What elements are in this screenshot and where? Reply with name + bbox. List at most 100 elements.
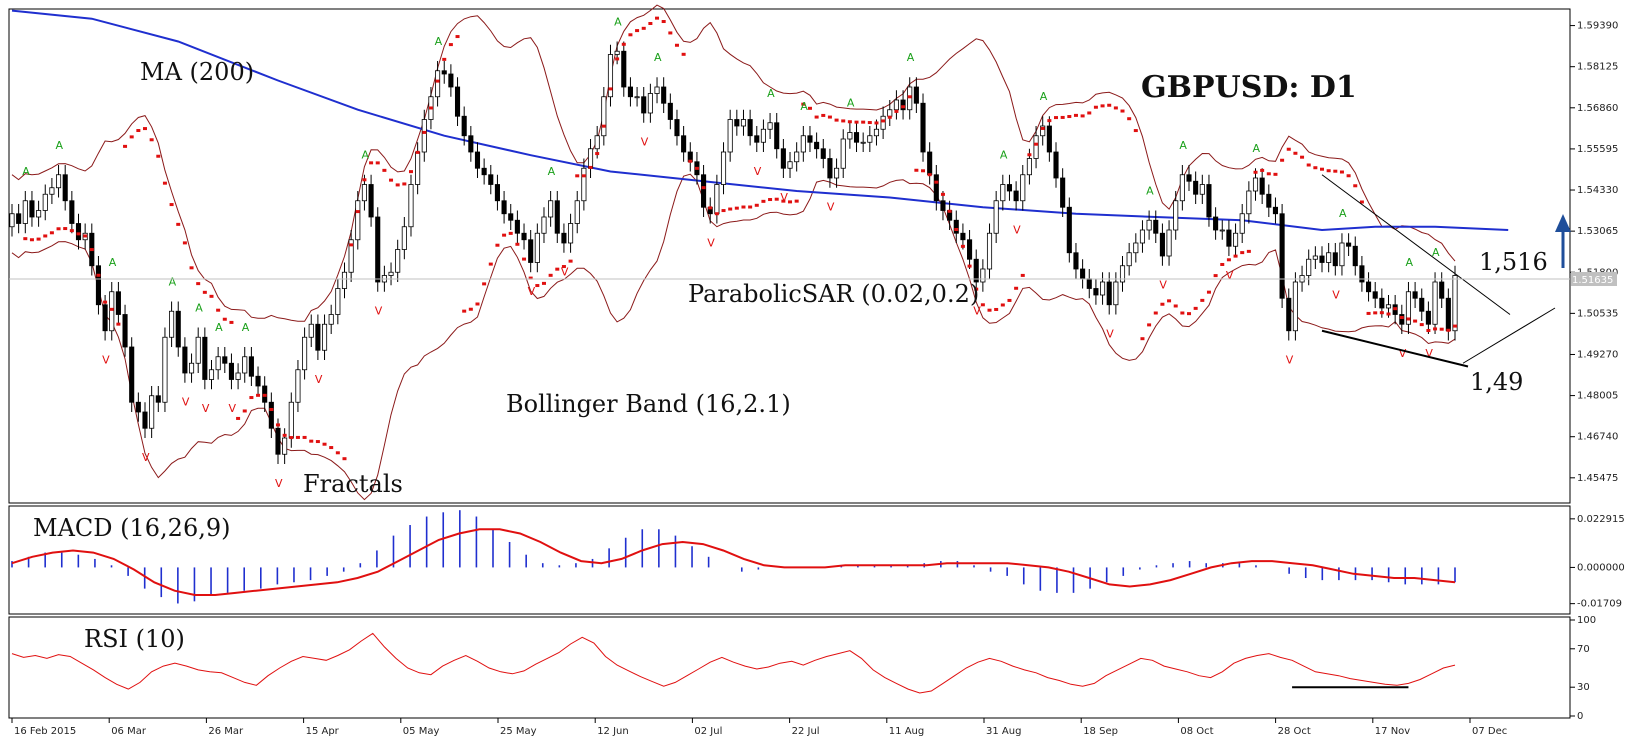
sar-dot (1060, 115, 1065, 119)
sar-dot (262, 393, 267, 397)
sar-dot (249, 396, 254, 400)
macd-tick-label: 0.022915 (1577, 514, 1625, 525)
sar-dot (568, 259, 573, 263)
sar-dot (741, 205, 746, 209)
candle-body (867, 135, 873, 143)
price-axis: 1.59390 1.58125 1.56860 1.55595 1.54330 1.530… (1570, 21, 1618, 484)
candle-body (754, 135, 760, 143)
candle-body (1439, 281, 1445, 299)
candle-body (248, 356, 254, 377)
sar-dot (728, 207, 733, 211)
candle-body (501, 200, 507, 215)
candle-body (1033, 135, 1039, 159)
fractal-down: V (754, 165, 762, 178)
sar-dot (56, 227, 61, 231)
rsi-tick-label: 0 (1577, 711, 1583, 722)
sar-dot (1346, 174, 1351, 178)
candle-body (561, 232, 567, 244)
sar-dot (362, 178, 367, 182)
sar-dot (994, 307, 999, 311)
candle-body (1239, 213, 1245, 234)
sar-dot (967, 264, 972, 268)
candle-body (1445, 297, 1451, 332)
price-tick-label: 1.49270 (1577, 349, 1618, 360)
sar-dot (43, 234, 48, 238)
sar-dot (1446, 328, 1451, 332)
fractal-down: V (315, 373, 323, 386)
fractal-up: A (1405, 256, 1413, 269)
fractal-up: A (548, 165, 556, 178)
candle-body (388, 271, 394, 276)
candle-body (554, 200, 560, 234)
candle-body (880, 115, 886, 130)
sar-dot (575, 174, 580, 178)
sar-dot (1067, 115, 1072, 119)
candle-body (1252, 177, 1259, 192)
sar-dot (1366, 311, 1371, 315)
fractal-down: V (780, 191, 788, 204)
sar-dot (834, 118, 839, 122)
sar-dot (123, 144, 128, 148)
candle-body (448, 73, 454, 88)
candle-body (195, 336, 201, 364)
candle-body (1199, 184, 1205, 195)
candle-body (807, 135, 813, 143)
sar-dot (216, 308, 221, 312)
candle-body (548, 200, 554, 218)
sar-dot (595, 152, 600, 156)
sar-dot (508, 231, 513, 235)
price-tick-label: 1.48005 (1577, 391, 1618, 402)
candle-body (1066, 206, 1072, 254)
candle-body (1106, 281, 1112, 306)
candle-body (1093, 288, 1099, 296)
sar-dot (1073, 113, 1078, 117)
candle-body (667, 102, 673, 120)
fractal-down: V (1013, 223, 1021, 236)
candle-body (1119, 265, 1126, 283)
candle-body (1279, 213, 1285, 299)
candle-body (42, 193, 48, 211)
candle-body (375, 216, 381, 283)
candle-body (355, 200, 361, 241)
candle-body (1153, 219, 1159, 234)
trend-line-upper (1321, 174, 1511, 315)
candle-body (541, 216, 547, 234)
candle-body (308, 323, 314, 338)
candle-body (1013, 190, 1019, 202)
sar-dot (807, 106, 812, 110)
candle-body (701, 174, 707, 208)
sar-dot (1306, 163, 1311, 167)
candle-body (913, 86, 919, 104)
candle-body (335, 288, 341, 315)
sar-dot (1000, 303, 1005, 307)
candle-body (142, 411, 148, 429)
candle-body (820, 148, 826, 159)
sar-dot (1020, 273, 1025, 277)
sar-dot (1419, 323, 1424, 327)
sar-dot (428, 106, 433, 110)
candle-body (1306, 258, 1312, 276)
sar-dot (289, 436, 294, 440)
sar-dot (1113, 106, 1118, 110)
candle-body (1412, 291, 1418, 299)
candle-body (1139, 229, 1146, 244)
candle-body (993, 200, 999, 234)
candle-body (1272, 206, 1279, 215)
sar-dot (934, 180, 939, 184)
candle-body (747, 119, 753, 137)
sar-dot (29, 238, 34, 242)
candle-body (960, 232, 966, 241)
candle-body (255, 375, 261, 387)
sar-dot (1433, 327, 1438, 331)
sar-dot (921, 169, 926, 173)
sar-dot (841, 119, 846, 123)
sar-dot (674, 43, 679, 47)
sar-dot (668, 31, 673, 35)
bollinger-lower (11, 173, 1456, 501)
fractal-down: V (1159, 279, 1167, 292)
candle-body (348, 239, 354, 273)
candle-body (1452, 275, 1458, 332)
candle-body (927, 151, 933, 176)
sar-dot (349, 243, 354, 247)
candle-body (474, 151, 481, 169)
